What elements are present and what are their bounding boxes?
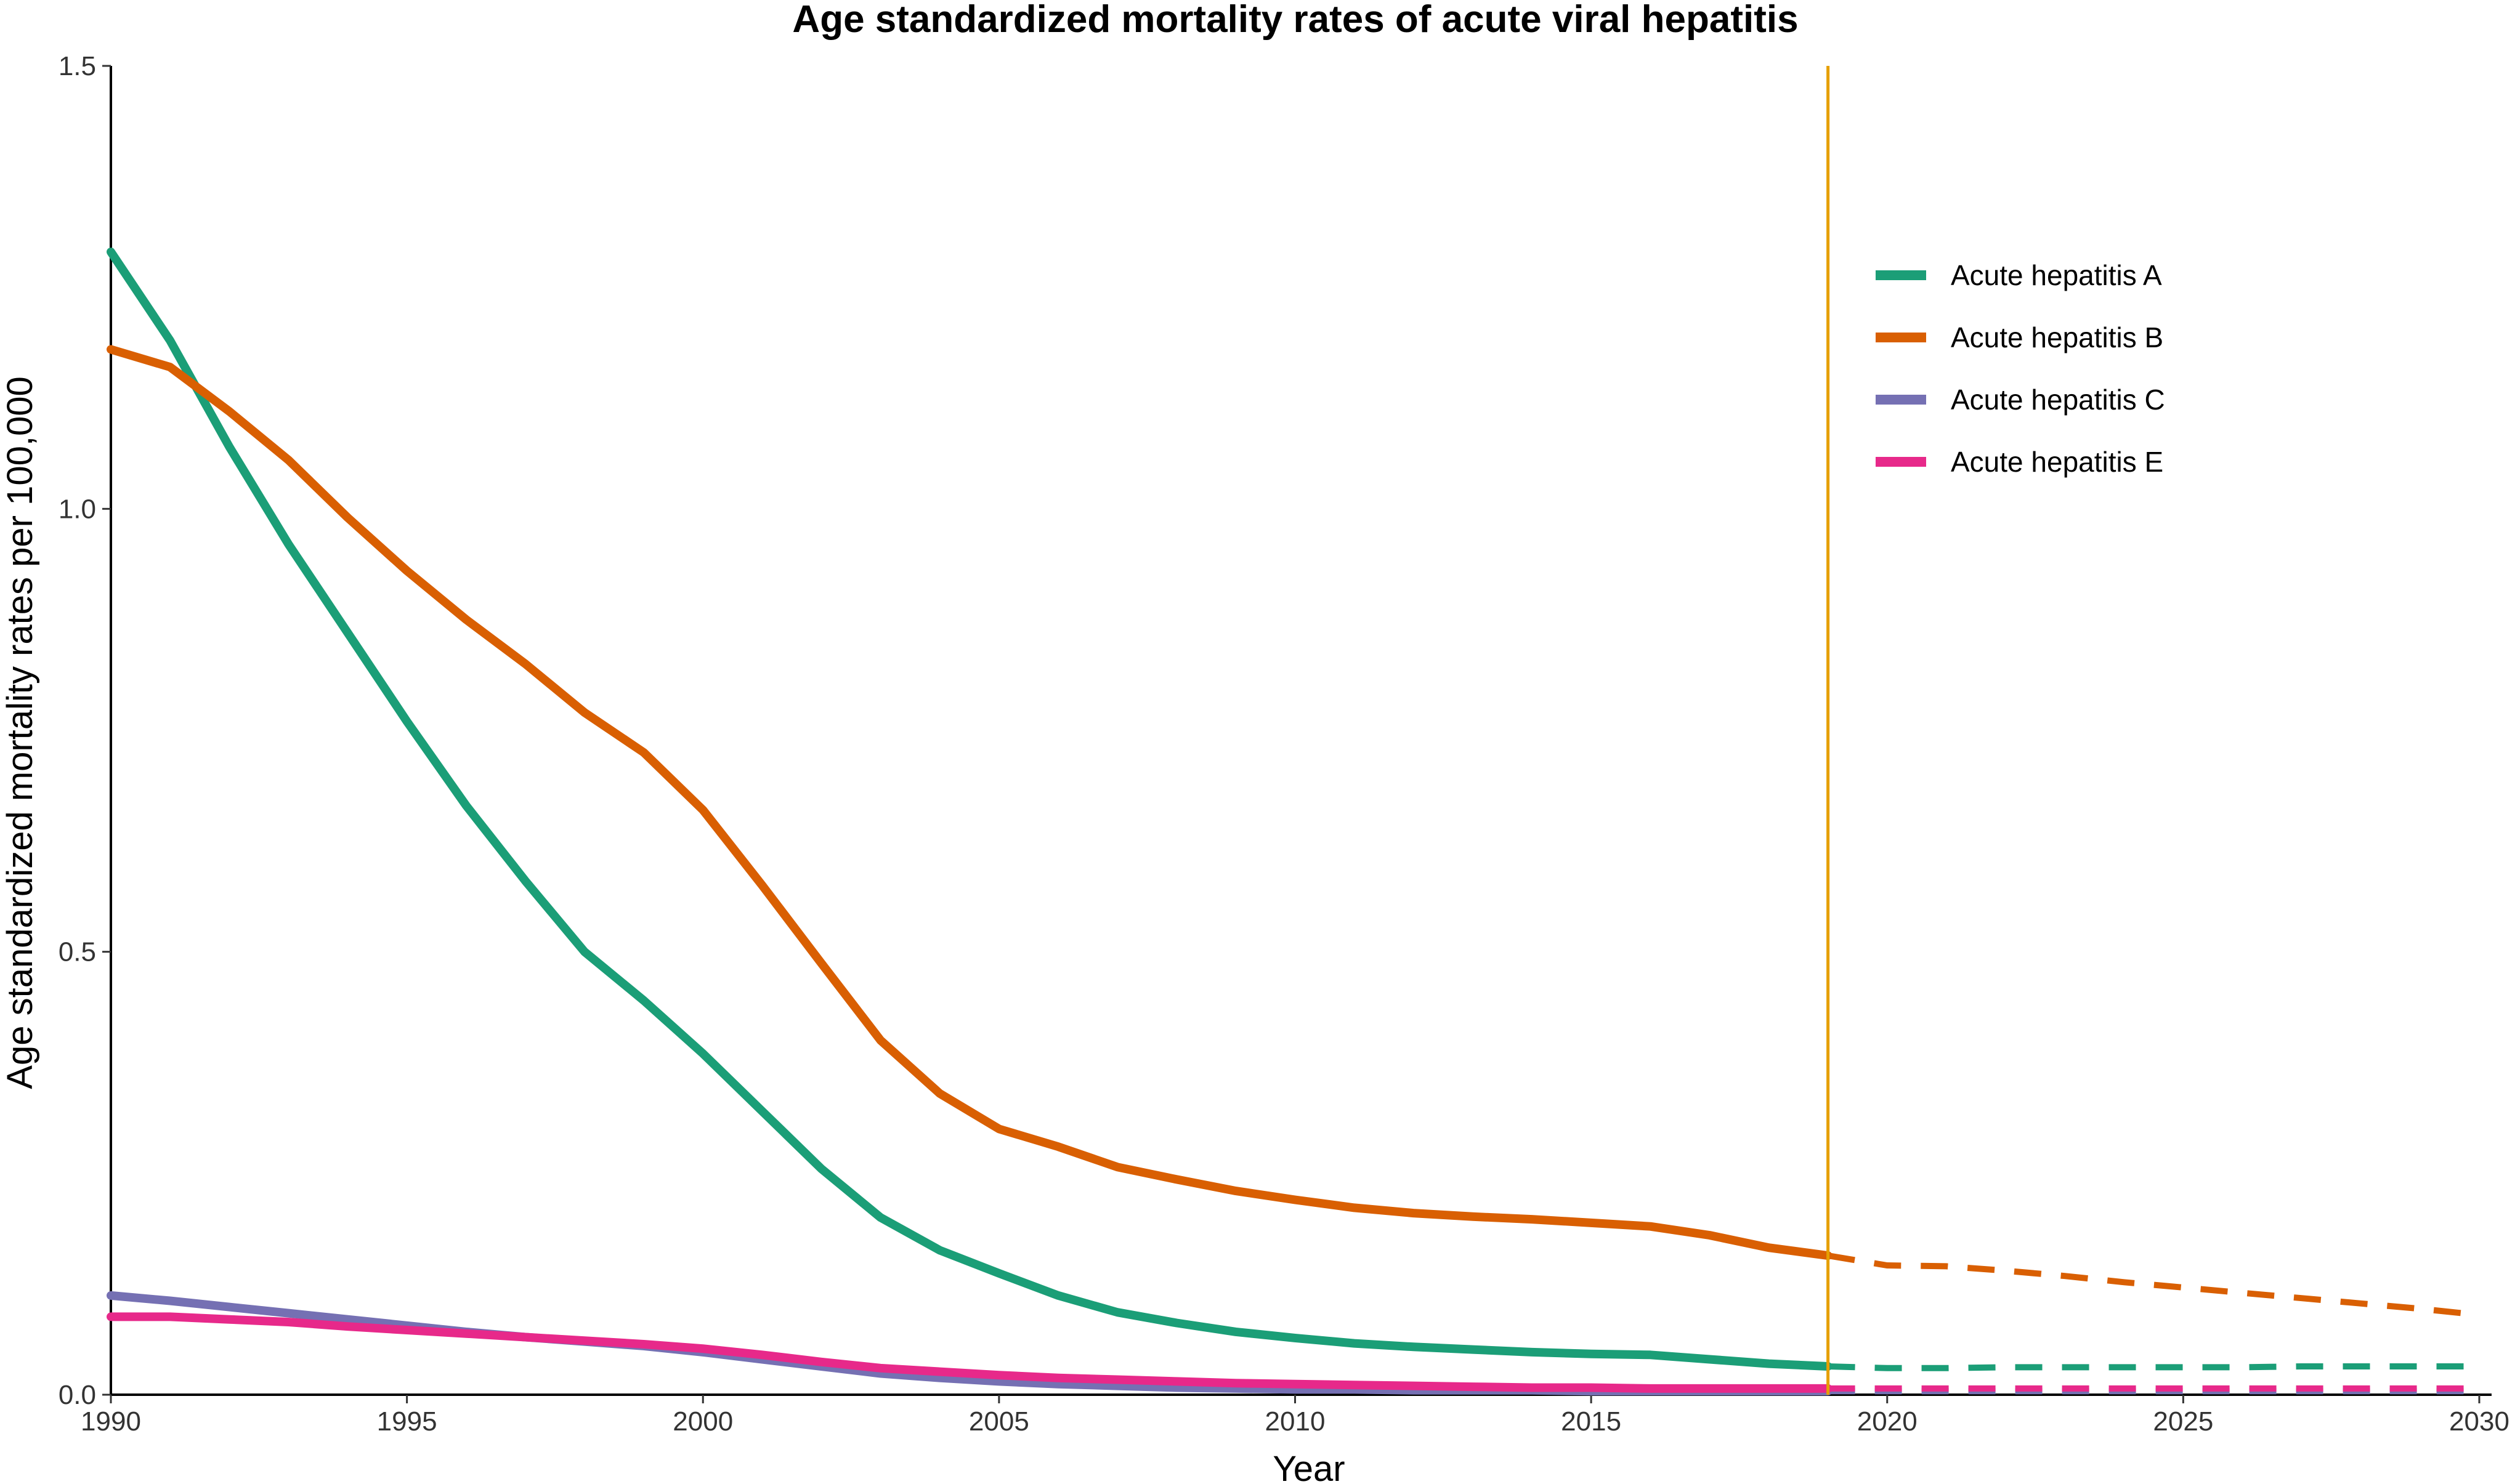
y-tick-label: 1.5 bbox=[59, 51, 96, 81]
legend-label: Acute hepatitis A bbox=[1951, 259, 2162, 291]
acute-hepatitis-b-forecast-line bbox=[1827, 1252, 2480, 1318]
legend-label: Acute hepatitis C bbox=[1951, 384, 2165, 416]
series-lines bbox=[107, 248, 2480, 1396]
acute-hepatitis-e-observed-line bbox=[107, 1312, 1833, 1393]
x-axis-label: Year bbox=[1273, 1449, 1345, 1484]
acute-hepatitis-a-forecast-line bbox=[1828, 1363, 2479, 1371]
x-tick-label: 2005 bbox=[969, 1406, 1029, 1437]
legend-label: Acute hepatitis B bbox=[1951, 321, 2163, 353]
axes: 1990 1995 2000 2005 2010 2015 2020 2025 2030 0.0 0… bbox=[59, 51, 2509, 1437]
x-tick-label: 1990 bbox=[81, 1406, 141, 1437]
chart-title: Age standardized mortality rates of acut… bbox=[792, 0, 1798, 41]
x-tick-label: 1995 bbox=[377, 1406, 437, 1437]
x-tick-label: 2015 bbox=[1561, 1406, 1621, 1437]
legend: Acute hepatitis A Acute hepatitis B Acute … bbox=[1876, 259, 2165, 478]
y-tick-label: 0.5 bbox=[59, 937, 96, 967]
y-tick-label: 1.0 bbox=[59, 494, 96, 524]
x-tick-label: 2025 bbox=[2153, 1406, 2213, 1437]
y-tick-label: 0.0 bbox=[59, 1380, 96, 1410]
x-tick-label: 2010 bbox=[1265, 1406, 1326, 1437]
y-axis-label: Age standardized mortality rates per 100… bbox=[0, 376, 40, 1089]
acute-hepatitis-a-observed-line bbox=[107, 248, 1833, 1371]
x-tick-label: 2030 bbox=[2449, 1406, 2509, 1437]
x-tick-label: 2000 bbox=[673, 1406, 733, 1437]
acute-hepatitis-b-observed-line bbox=[107, 345, 1833, 1260]
x-tick-label: 2020 bbox=[1857, 1406, 1918, 1437]
legend-label: Acute hepatitis E bbox=[1951, 446, 2163, 478]
